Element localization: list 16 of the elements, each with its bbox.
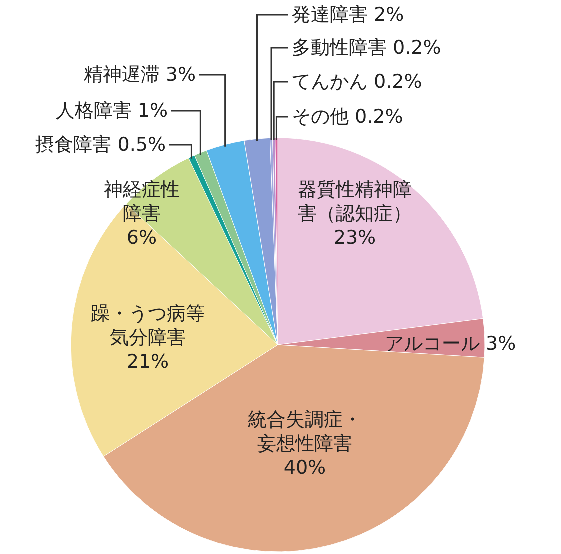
data-label: 21% <box>126 350 170 374</box>
data-label: 40% <box>282 456 328 480</box>
slice-label: その他 0.2% <box>292 105 404 129</box>
slice-label: 摂食障害 0.5% <box>36 133 166 157</box>
slice-label: 器質性精神障害（認知症） <box>297 178 413 226</box>
slice-label: アルコール 3% <box>385 332 516 356</box>
slice-label: 発達障害 2% <box>292 3 404 27</box>
data-label: 23% <box>332 226 378 250</box>
slice-label: 多動性障害 0.2% <box>292 36 442 60</box>
slice-label: 神経症性障害 <box>103 178 181 226</box>
slice-label: てんかん 0.2% <box>292 70 422 94</box>
slice-label: 統合失調症・妄想性障害 <box>247 408 363 456</box>
slice-label: 人格障害 1% <box>56 99 168 123</box>
data-label: 6% <box>126 226 158 250</box>
slice-label: 躁・うつ病等気分障害 <box>90 302 206 350</box>
slice-label: 精神遅滞 3% <box>84 63 196 87</box>
